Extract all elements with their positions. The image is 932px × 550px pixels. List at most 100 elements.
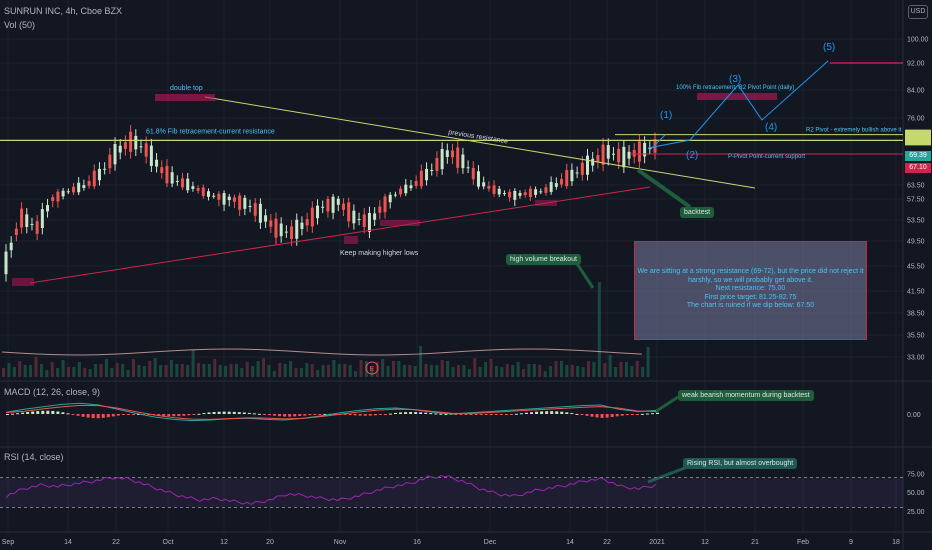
candle-body: [492, 185, 496, 194]
candle-body: [113, 144, 117, 165]
candle-body: [643, 142, 647, 157]
volume-bar: [283, 364, 287, 377]
candle-body: [20, 208, 24, 228]
macd-histogram-bar: [524, 412, 528, 414]
price-tick-label: 92.00: [907, 61, 925, 68]
volume-bar: [630, 366, 634, 377]
candle-body: [186, 178, 190, 191]
candle-body: [425, 168, 429, 181]
macd-histogram-bar: [635, 414, 639, 415]
volume-bar: [180, 364, 184, 377]
macd-histogram-bar: [187, 414, 191, 416]
macd-histogram-bar: [449, 414, 453, 415]
macd-histogram-bar: [409, 411, 413, 414]
candle-body: [575, 172, 579, 174]
volume-bar: [61, 360, 65, 377]
volume-bar: [115, 363, 119, 377]
volume-indicator-label[interactable]: Vol (50): [4, 20, 36, 30]
macd-histogram-bar: [106, 414, 110, 418]
volume-bar: [549, 366, 553, 377]
symbol-title: SUNRUN INC, 4h, Cboe BZX: [4, 6, 123, 16]
price-candles: [4, 125, 657, 282]
macd-histogram-bar: [323, 413, 327, 415]
candle-body: [466, 167, 470, 169]
volume-bar: [478, 367, 482, 377]
macd-histogram-bar: [419, 412, 423, 414]
candle-body: [181, 178, 185, 188]
candle-body: [648, 147, 652, 149]
candle-body: [518, 192, 522, 196]
candle-body: [487, 185, 491, 189]
macd-histogram-bar: [91, 414, 95, 419]
price-axis[interactable]: 100.00 92.00 84.00 76.00 63.50 57.50 53.50 49.5…: [907, 37, 929, 516]
macd-histogram-bar: [424, 412, 428, 414]
candle-body: [269, 220, 273, 227]
candle-body: [61, 190, 65, 197]
macd-histogram-bar: [247, 412, 251, 414]
higher-lows-label: Keep making higher lows: [340, 250, 419, 257]
macd-histogram-bar: [66, 413, 70, 415]
note-line: The chart is ruined if we dip below: 67.…: [686, 302, 815, 309]
macd-histogram-bar: [237, 412, 241, 414]
candle-body: [528, 188, 532, 198]
macd-histogram-bar: [550, 411, 554, 414]
volume-bar: [348, 365, 352, 377]
volume-bar: [532, 364, 536, 377]
price-tick-label: 76.00: [907, 116, 925, 123]
macd-histogram-bar: [303, 414, 307, 416]
rsi-pane: [0, 475, 903, 508]
macd-histogram-bar: [61, 412, 65, 414]
time-tick-label: 18: [892, 539, 900, 546]
volume-bar: [148, 361, 152, 377]
volume-bar: [18, 361, 22, 377]
time-axis[interactable]: Sep 14 22 Oct 12 20 Nov 16 Dec 14 22 2021 12 21 Feb 9 18: [2, 539, 900, 546]
candle-body: [9, 242, 13, 251]
macd-histogram-bar: [313, 414, 317, 415]
earnings-marker: [365, 361, 379, 375]
candle-body: [580, 162, 584, 176]
macd-histogram-bar: [131, 414, 135, 415]
volume-bar: [446, 361, 450, 377]
volume-bar: [56, 368, 60, 377]
volume-bar: [576, 366, 580, 377]
candle-body: [316, 205, 320, 219]
descending-trendline: [204, 96, 756, 189]
p-pivot-label: P-Pivot Point-current support: [728, 154, 805, 160]
volume-bar: [462, 365, 466, 377]
candle-body: [430, 169, 434, 171]
candle-body: [336, 198, 340, 205]
analysis-note-box: We are sitting at a strong resistance (6…: [634, 241, 867, 340]
macd-indicator-label[interactable]: MACD (12, 26, close, 9): [4, 387, 101, 397]
candle-body: [248, 205, 252, 207]
candle-body: [253, 203, 257, 216]
candle-body: [627, 151, 631, 159]
rsi-indicator-label[interactable]: RSI (14, close): [4, 452, 64, 462]
macd-histogram-bar: [530, 412, 534, 414]
volume-bar: [429, 365, 433, 377]
volume-bar: [191, 350, 195, 377]
candle-body: [139, 146, 143, 148]
volume-bar: [218, 365, 222, 377]
volume-bar: [29, 365, 33, 377]
candle-body: [419, 170, 423, 187]
macd-histogram-bar: [318, 414, 322, 415]
wave-3-label: (3): [729, 74, 741, 85]
candle-body: [451, 150, 455, 158]
time-tick-label: 12: [220, 539, 228, 546]
volume-bar: [332, 360, 336, 377]
volume-bar: [262, 358, 265, 377]
candle-body: [149, 145, 153, 166]
candle-body: [66, 191, 70, 193]
volume-bar: [104, 359, 108, 377]
candle-body: [534, 189, 538, 195]
volume-bar: [484, 362, 488, 377]
macd-histogram-bar: [519, 413, 523, 415]
macd-histogram-bar: [308, 414, 312, 416]
earnings-marker-label: E: [370, 366, 375, 373]
time-tick-label: 22: [603, 539, 611, 546]
currency-button[interactable]: USD: [908, 5, 928, 19]
rsi-callout: Rising RSI, but almost overbought: [683, 458, 798, 469]
volume-bar: [581, 367, 585, 377]
candle-body: [523, 192, 527, 196]
candle-body: [383, 196, 387, 213]
